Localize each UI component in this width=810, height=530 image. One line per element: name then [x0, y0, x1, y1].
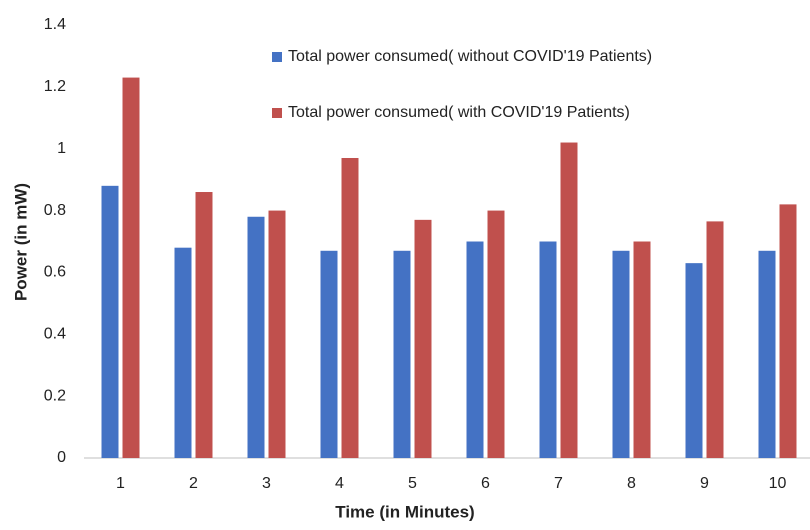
- legend-label: Total power consumed( with COVID'19 Pati…: [288, 104, 630, 121]
- bar: [633, 241, 651, 458]
- bar: [393, 250, 411, 458]
- bar: [685, 263, 703, 458]
- bar: [612, 250, 630, 458]
- legend-swatch: [272, 52, 282, 62]
- bar: [758, 250, 776, 458]
- x-tick-label: 5: [408, 475, 417, 492]
- bar: [122, 77, 140, 458]
- x-tick-label: 6: [481, 475, 490, 492]
- bar: [560, 142, 578, 458]
- bar: [195, 192, 213, 458]
- bar: [268, 210, 286, 458]
- bar: [341, 157, 359, 458]
- x-tick-label: 10: [769, 475, 787, 492]
- x-tick-label: 2: [189, 475, 198, 492]
- y-tick-label: 0.4: [44, 326, 66, 343]
- y-tick-label: 1.2: [44, 78, 66, 95]
- y-axis-title: Power (in mW): [11, 183, 30, 301]
- bar: [487, 210, 505, 458]
- x-tick-label: 7: [554, 475, 563, 492]
- bar: [539, 241, 557, 458]
- bar: [706, 221, 724, 458]
- y-tick-label: 1.4: [44, 16, 66, 33]
- bar: [779, 204, 797, 458]
- y-tick-label: 0: [57, 449, 66, 466]
- bar: [466, 241, 484, 458]
- y-tick-label: 1: [57, 140, 66, 157]
- y-tick-label: 0.8: [44, 202, 66, 219]
- legend-label: Total power consumed( without COVID'19 P…: [288, 48, 652, 65]
- y-tick-label: 0.2: [44, 387, 66, 404]
- bar: [414, 219, 432, 458]
- y-tick-label: 0.6: [44, 264, 66, 281]
- bar: [101, 185, 119, 459]
- x-tick-label: 8: [627, 475, 636, 492]
- bar: [247, 216, 265, 458]
- bar: [174, 247, 192, 458]
- x-tick-label: 1: [116, 475, 125, 492]
- x-axis-title: Time (in Minutes): [335, 502, 474, 521]
- x-tick-label: 9: [700, 475, 709, 492]
- legend-swatch: [272, 108, 282, 118]
- bar: [320, 250, 338, 458]
- x-tick-label: 4: [335, 475, 344, 492]
- x-tick-label: 3: [262, 475, 271, 492]
